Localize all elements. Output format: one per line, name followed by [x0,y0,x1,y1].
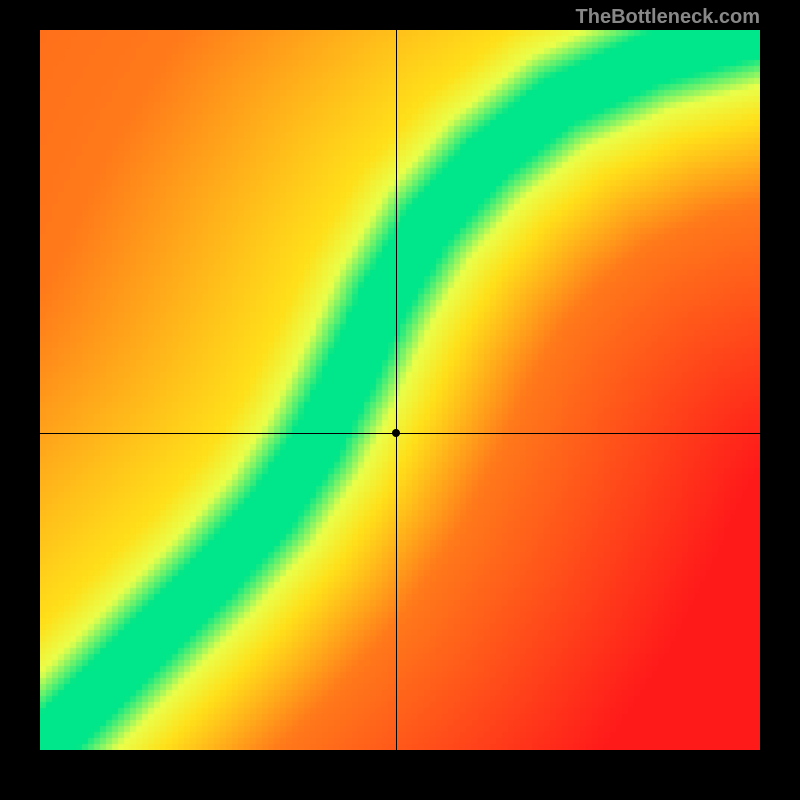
crosshair-dot [392,429,400,437]
crosshair-vertical [396,30,397,750]
chart-container: TheBottleneck.com [0,0,800,800]
watermark-text: TheBottleneck.com [576,6,760,29]
heatmap-canvas [40,30,760,750]
plot-area [40,30,760,750]
